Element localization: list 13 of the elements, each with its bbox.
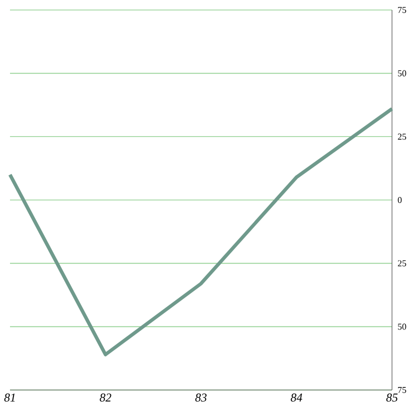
x-tick-label: 82	[100, 394, 112, 402]
y-tick-label: 50	[398, 70, 406, 76]
y-tick-label: 0	[398, 196, 402, 204]
y-tick-label: 50	[398, 324, 406, 330]
y-tick-label: 25	[398, 134, 406, 140]
x-tick-label: 81	[4, 394, 15, 402]
x-tick-label: 84	[290, 394, 302, 402]
x-tick-label: 85	[386, 394, 398, 402]
x-tick-label: 83	[195, 394, 207, 402]
y-tick-label: 25	[398, 260, 406, 266]
line-series	[8, 107, 394, 356]
y-tick-label: 75	[398, 7, 406, 13]
y-tick-label: 75	[398, 387, 406, 393]
